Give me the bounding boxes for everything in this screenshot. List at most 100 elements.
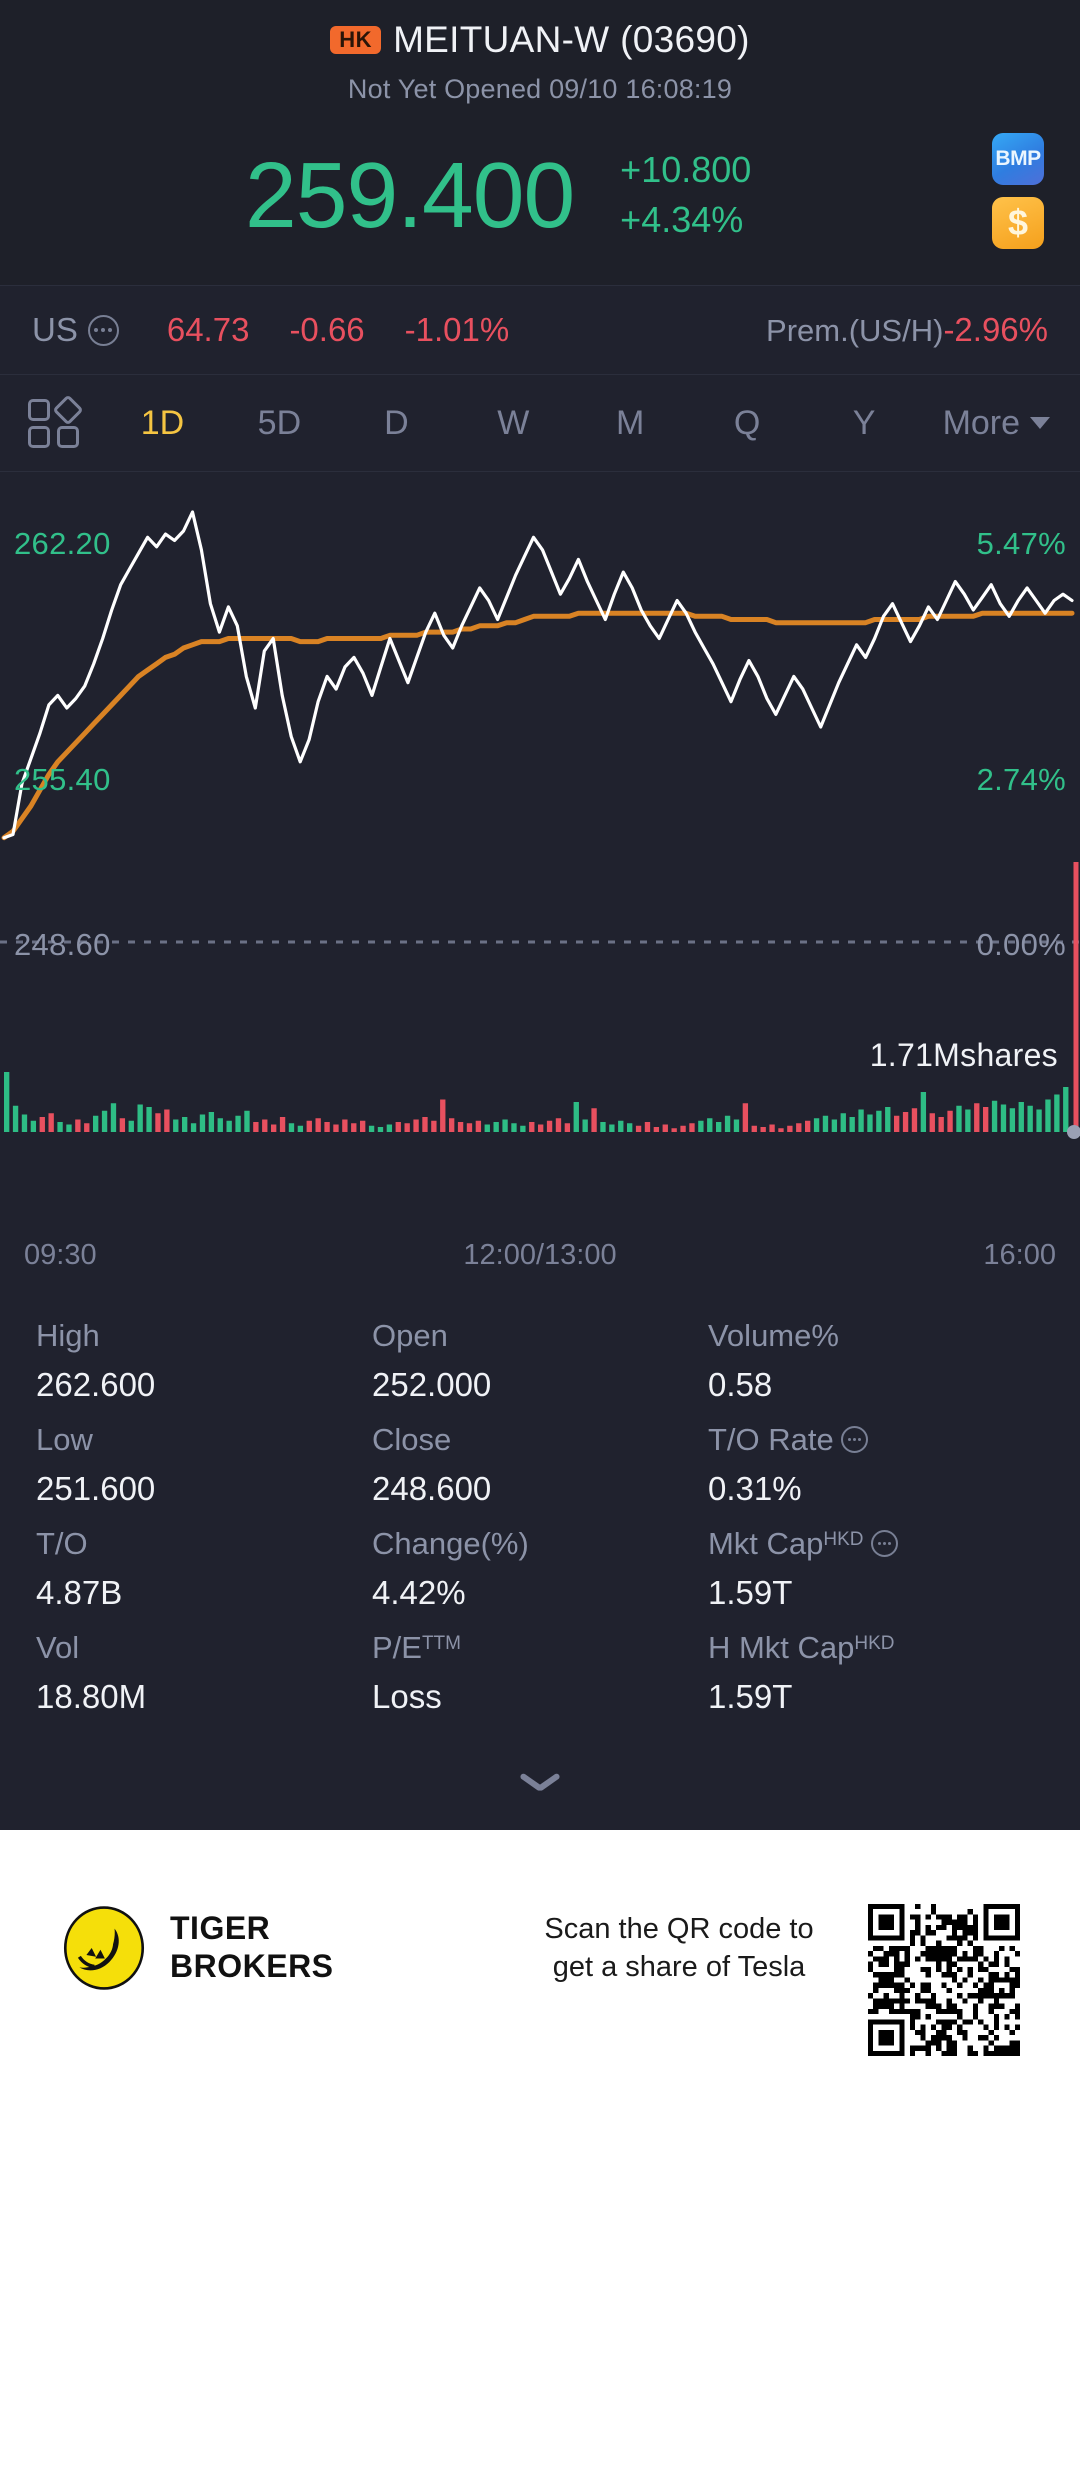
stat-row: T/O 4.87B Change(%) 4.42% Mkt CapHKD 1.59T: [36, 1526, 1044, 1630]
scan-line-1: Scan the QR code to: [544, 1913, 814, 1945]
percent-axis-mid: 2.74%: [976, 762, 1066, 797]
stat-row: High 262.600 Open 252.000 Volume% 0.58: [36, 1318, 1044, 1422]
stat-key-superscript: HKD: [854, 1632, 895, 1654]
stat-key-label: P/ETTM: [371, 1630, 461, 1665]
tab-d[interactable]: D: [384, 403, 409, 442]
premium-group: Prem.(US/H) -2.96%: [766, 311, 1048, 349]
tab-1d[interactable]: 1D: [140, 403, 185, 442]
scan-instruction: Scan the QR code to get a share of Tesla: [490, 1904, 868, 1987]
percent-axis-high: 5.47%: [976, 526, 1066, 561]
time-tick-close: 16:00: [983, 1238, 1056, 1271]
tab-more[interactable]: More: [937, 404, 1056, 443]
key-statistics: High 262.600 Open 252.000 Volume% 0.58 Low 251.…: [0, 1290, 1080, 1734]
stat-key-superscript: HKD: [823, 1528, 864, 1550]
tab-w[interactable]: W: [497, 403, 530, 442]
stat-key-label: Open: [371, 1318, 448, 1353]
tab-5d[interactable]: 5D: [257, 403, 302, 442]
stat-key: Volume%: [708, 1318, 1044, 1354]
stat-key-label: T/O: [36, 1526, 88, 1561]
us-label-text: US: [32, 311, 78, 348]
stat-key-label: Vol: [36, 1630, 80, 1665]
brand-line-1: TIGER: [170, 1910, 271, 1947]
expand-stats-button[interactable]: [0, 1734, 1080, 1830]
us-quote-row[interactable]: US 64.73 -0.66 -1.01% Prem.(US/H) -2.96%: [0, 286, 1080, 374]
stat-value: 4.87B: [36, 1574, 123, 1611]
stat-key-label: Change(%): [371, 1526, 529, 1561]
price-axis-high: 262.20: [14, 526, 111, 561]
stat-value: 1.59T: [707, 1678, 793, 1715]
timeframe-tabs: 1D 5D D W M Q Y More: [0, 375, 1080, 471]
chevron-down-icon: [521, 1772, 559, 1792]
stat-key: High: [36, 1318, 372, 1354]
tab-more-label: More: [942, 403, 1021, 442]
time-tick-mid: 12:00/13:00: [463, 1238, 617, 1271]
stat-cell: Open 252.000: [372, 1318, 708, 1422]
dollar-badge[interactable]: $: [992, 197, 1044, 249]
grid-layout-icon[interactable]: [28, 394, 84, 450]
stat-key: Change(%): [372, 1526, 708, 1562]
time-tick-open: 09:30: [24, 1238, 97, 1271]
tab-y[interactable]: Y: [852, 403, 876, 442]
stat-key: H Mkt CapHKD: [708, 1630, 1044, 1666]
price-axis-mid: 255.40: [14, 762, 111, 797]
us-change: -0.66: [289, 311, 365, 348]
stat-key: Open: [372, 1318, 708, 1354]
us-change-percent: -1.01%: [404, 311, 510, 348]
stat-value: Loss: [371, 1678, 442, 1715]
stat-key: Mkt CapHKD: [708, 1526, 1044, 1562]
stat-cell: Mkt CapHKD 1.59T: [708, 1526, 1044, 1630]
stat-key-superscript: TTM: [421, 1632, 461, 1654]
stat-value: 1.59T: [707, 1574, 793, 1611]
stat-key-label: Volume%: [707, 1318, 839, 1353]
stat-key-label: Close: [371, 1422, 452, 1457]
stat-key: P/ETTM: [372, 1630, 708, 1666]
market-status: Not Yet Opened 09/10 16:08:19: [347, 74, 733, 104]
dots-info-icon[interactable]: [87, 314, 119, 346]
stat-value: 4.42%: [371, 1574, 466, 1611]
quote-header: HK MEITUAN-W (03690) Not Yet Opened 09/1…: [0, 0, 1080, 285]
stat-value: 0.58: [707, 1366, 773, 1403]
brand-block: TIGER BROKERS: [60, 1904, 490, 1992]
stat-value: 262.600: [36, 1366, 156, 1403]
stat-cell: Change(%) 4.42%: [372, 1526, 708, 1630]
percent-axis-base: 0.00%: [976, 927, 1066, 962]
stat-key: T/O Rate: [708, 1422, 1044, 1458]
bmp-badge[interactable]: BMP: [992, 133, 1044, 185]
tab-m[interactable]: M: [616, 403, 645, 442]
stat-cell: T/O 4.87B: [36, 1526, 372, 1630]
stat-row: Vol 18.80M P/ETTM Loss H Mkt CapHKD 1.59T: [36, 1630, 1044, 1734]
us-price: 64.73: [166, 311, 250, 348]
tab-q[interactable]: Q: [733, 403, 761, 442]
stat-value: 0.31%: [707, 1470, 802, 1507]
stat-value: 251.600: [36, 1470, 156, 1507]
stat-key-label: Mkt CapHKD: [707, 1526, 864, 1561]
stat-cell: T/O Rate 0.31%: [708, 1422, 1044, 1526]
stat-key-label: Low: [36, 1422, 93, 1457]
price-axis-base: 248.60: [14, 927, 111, 962]
dots-info-icon[interactable]: [870, 1530, 898, 1557]
stat-value: 248.600: [371, 1470, 492, 1507]
stat-cell: High 262.600: [36, 1318, 372, 1422]
dots-info-icon[interactable]: [840, 1426, 868, 1453]
stat-cell: Low 251.600: [36, 1422, 372, 1526]
chart-canvas: [0, 510, 1080, 1139]
price-row: 259.400 +10.800 +4.34% BMP $: [0, 105, 1080, 285]
price-change-percent: +4.34%: [620, 199, 744, 240]
stat-key: T/O: [36, 1526, 372, 1562]
brand-name: TIGER BROKERS: [170, 1910, 334, 1986]
volume-label: 1.71Mshares: [869, 1037, 1058, 1073]
price-change-absolute: +10.800: [620, 149, 752, 190]
stat-key: Vol: [36, 1630, 372, 1666]
premium-value: -2.96%: [943, 311, 1048, 348]
intraday-chart[interactable]: 262.20 255.40 248.60 5.47% 2.74% 0.00% 1…: [0, 472, 1080, 1290]
tiger-brokers-logo: [63, 1906, 145, 1990]
stat-cell: Vol 18.80M: [36, 1630, 372, 1734]
price-change-group: +10.800 +4.34%: [620, 152, 751, 238]
qr-code[interactable]: [868, 1904, 1020, 2056]
scan-line-2: get a share of Tesla: [552, 1951, 806, 1984]
header-divider: [0, 285, 1080, 286]
stat-cell: Volume% 0.58: [708, 1318, 1044, 1422]
premium-label: Prem.(US/H): [766, 313, 944, 348]
stat-cell: Close 248.600: [372, 1422, 708, 1526]
